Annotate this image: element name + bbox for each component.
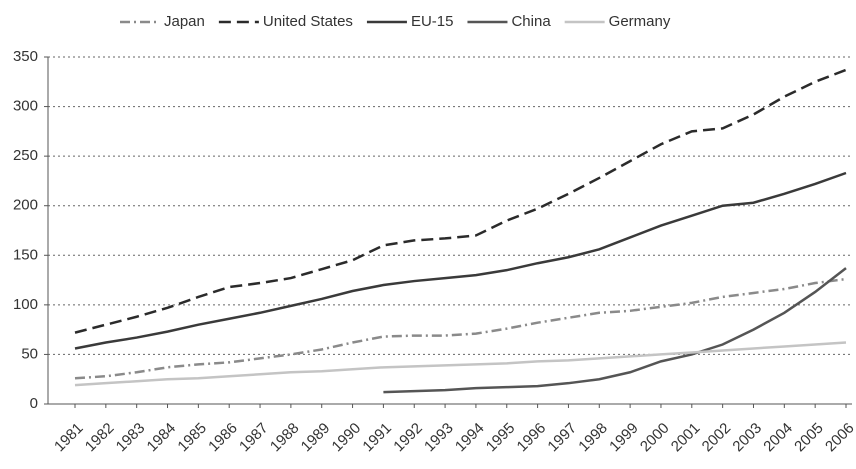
legend-label: Germany (609, 13, 671, 30)
x-tick-label: 2001 (668, 420, 704, 456)
y-tick-label: 300 (13, 98, 38, 115)
x-tick-label: 1989 (298, 420, 334, 456)
x-tick-label: 1994 (452, 420, 488, 456)
x-tick-label: 2005 (791, 420, 827, 456)
legend-label: Japan (164, 13, 205, 30)
legend-label: United States (263, 13, 353, 30)
x-tick-label: 2000 (637, 420, 673, 456)
x-tick-label: 1983 (113, 420, 149, 456)
x-tick-label: 2002 (699, 420, 735, 456)
x-tick-label: 1986 (205, 420, 241, 456)
x-tick-label: 1982 (82, 420, 118, 456)
x-tick-label: 1988 (267, 420, 303, 456)
x-tick-label: 1996 (514, 420, 550, 456)
series-line (74, 341, 847, 387)
series-line (383, 267, 847, 394)
y-tick-label: 350 (13, 48, 38, 65)
x-tick-label: 1998 (575, 420, 611, 456)
x-tick-label: 2006 (822, 420, 856, 456)
y-tick-label: 0 (30, 395, 38, 412)
legend-label: EU-15 (411, 13, 454, 30)
series-line (74, 68, 847, 334)
y-tick-label: 50 (21, 345, 38, 362)
x-tick-label: 1995 (483, 420, 519, 456)
x-tick-label: 1999 (606, 420, 642, 456)
legend-label: China (511, 13, 551, 30)
x-tick-label: 1993 (421, 420, 457, 456)
series-line (74, 277, 847, 380)
x-tick-label: 1997 (544, 420, 580, 456)
y-tick-label: 150 (13, 246, 38, 263)
x-tick-label: 1981 (51, 420, 87, 456)
x-tick-label: 1984 (144, 420, 180, 456)
x-tick-label: 1991 (359, 420, 395, 456)
series-line (74, 171, 847, 350)
x-tick-label: 2003 (729, 420, 765, 456)
x-tick-label: 1985 (174, 420, 210, 456)
y-tick-label: 250 (13, 147, 38, 164)
x-tick-label: 2004 (760, 420, 796, 456)
x-tick-label: 1990 (329, 420, 365, 456)
y-tick-label: 200 (13, 197, 38, 214)
x-tick-label: 1987 (236, 420, 272, 456)
x-tick-label: 1992 (390, 420, 426, 456)
y-tick-label: 100 (13, 296, 38, 313)
